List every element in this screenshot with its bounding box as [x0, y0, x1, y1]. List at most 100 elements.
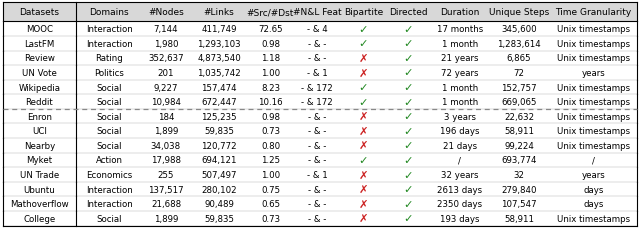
Bar [3, 22, 637, 37]
Text: ✗: ✗ [358, 213, 368, 223]
Text: 1 month: 1 month [442, 98, 478, 107]
Text: 6,865: 6,865 [507, 54, 531, 63]
Text: Rating: Rating [95, 54, 123, 63]
Text: 1,899: 1,899 [154, 127, 178, 136]
Text: Duration: Duration [440, 8, 479, 17]
Text: Social: Social [96, 98, 122, 107]
Text: - & 172: - & 172 [301, 83, 333, 92]
Text: ✓: ✓ [358, 25, 368, 35]
Text: 22,632: 22,632 [504, 112, 534, 121]
Text: Interaction: Interaction [86, 40, 132, 49]
Text: ✓: ✓ [403, 126, 413, 136]
Text: ✗: ✗ [358, 199, 368, 209]
Text: Interaction: Interaction [86, 185, 132, 194]
Text: 0.73: 0.73 [261, 214, 280, 223]
Text: ✓: ✓ [403, 54, 413, 64]
Text: ✗: ✗ [358, 170, 368, 180]
Text: - & -: - & - [308, 141, 326, 150]
Text: 99,224: 99,224 [504, 141, 534, 150]
Text: 21,688: 21,688 [151, 199, 181, 208]
Bar [3, 124, 637, 139]
Text: 8.23: 8.23 [261, 83, 280, 92]
Text: 21 days: 21 days [443, 141, 477, 150]
Text: Economics: Economics [86, 170, 132, 179]
Text: 0.98: 0.98 [261, 112, 280, 121]
Text: ✓: ✓ [403, 83, 413, 93]
Text: Interaction: Interaction [86, 25, 132, 34]
Text: 1,899: 1,899 [154, 214, 178, 223]
Text: days: days [583, 199, 604, 208]
Text: days: days [583, 185, 604, 194]
Text: 2613 days: 2613 days [437, 185, 483, 194]
Text: Unique Steps: Unique Steps [489, 8, 549, 17]
Text: ✓: ✓ [358, 155, 368, 165]
Text: ✗: ✗ [358, 68, 368, 78]
Bar [3, 95, 637, 109]
Text: ✗: ✗ [358, 112, 368, 122]
Text: 1.00: 1.00 [261, 170, 280, 179]
Text: ✓: ✓ [403, 97, 413, 107]
Text: 59,835: 59,835 [204, 127, 234, 136]
Text: 21 years: 21 years [441, 54, 479, 63]
Text: 137,517: 137,517 [148, 185, 184, 194]
Bar [3, 109, 637, 124]
Text: Enron: Enron [27, 112, 52, 121]
Text: Reddit: Reddit [26, 98, 53, 107]
Text: Social: Social [96, 112, 122, 121]
Text: Social: Social [96, 83, 122, 92]
Text: 201: 201 [157, 69, 174, 78]
Text: 157,474: 157,474 [201, 83, 237, 92]
Text: ✗: ✗ [358, 126, 368, 136]
Text: - & -: - & - [308, 156, 326, 165]
Text: MOOC: MOOC [26, 25, 53, 34]
Text: LastFM: LastFM [24, 40, 54, 49]
Text: 10,984: 10,984 [151, 98, 181, 107]
Text: 3 years: 3 years [444, 112, 476, 121]
Text: Unix timestamps: Unix timestamps [557, 141, 630, 150]
Text: ✓: ✓ [358, 97, 368, 107]
Text: - & 1: - & 1 [307, 69, 327, 78]
Text: Unix timestamps: Unix timestamps [557, 98, 630, 107]
Text: Social: Social [96, 214, 122, 223]
Text: 193 days: 193 days [440, 214, 479, 223]
Text: - & -: - & - [308, 185, 326, 194]
Text: Ubuntu: Ubuntu [24, 185, 55, 194]
Text: Social: Social [96, 141, 122, 150]
Text: ✓: ✓ [403, 39, 413, 49]
Text: - & -: - & - [308, 112, 326, 121]
Text: UCI: UCI [32, 127, 47, 136]
Text: - & -: - & - [308, 54, 326, 63]
Text: ✓: ✓ [403, 112, 413, 122]
Text: Unix timestamps: Unix timestamps [557, 40, 630, 49]
Text: ✓: ✓ [403, 184, 413, 194]
Text: 58,911: 58,911 [504, 127, 534, 136]
Bar [3, 182, 637, 196]
Text: 1.00: 1.00 [261, 69, 280, 78]
Text: 32: 32 [513, 170, 525, 179]
Text: - & -: - & - [308, 214, 326, 223]
Text: 120,772: 120,772 [201, 141, 237, 150]
Text: ✗: ✗ [358, 184, 368, 194]
Text: Unix timestamps: Unix timestamps [557, 25, 630, 34]
Text: 34,038: 34,038 [151, 141, 181, 150]
Text: ✓: ✓ [403, 68, 413, 78]
Bar [3, 167, 637, 182]
Text: 1.25: 1.25 [261, 156, 280, 165]
Text: 1,283,614: 1,283,614 [497, 40, 541, 49]
Text: 345,600: 345,600 [501, 25, 537, 34]
Text: 17,988: 17,988 [151, 156, 181, 165]
Text: ✓: ✓ [403, 141, 413, 151]
Text: 0.65: 0.65 [261, 199, 280, 208]
Bar [3, 196, 637, 211]
Text: 0.80: 0.80 [261, 141, 280, 150]
Text: Unix timestamps: Unix timestamps [557, 83, 630, 92]
Text: - & -: - & - [308, 40, 326, 49]
Text: 279,840: 279,840 [501, 185, 537, 194]
Text: Unix timestamps: Unix timestamps [557, 112, 630, 121]
Text: College: College [23, 214, 56, 223]
Text: 411,749: 411,749 [201, 25, 237, 34]
Text: - & 4: - & 4 [307, 25, 327, 34]
Text: Domains: Domains [89, 8, 129, 17]
Bar [3, 66, 637, 80]
Text: 0.73: 0.73 [261, 127, 280, 136]
